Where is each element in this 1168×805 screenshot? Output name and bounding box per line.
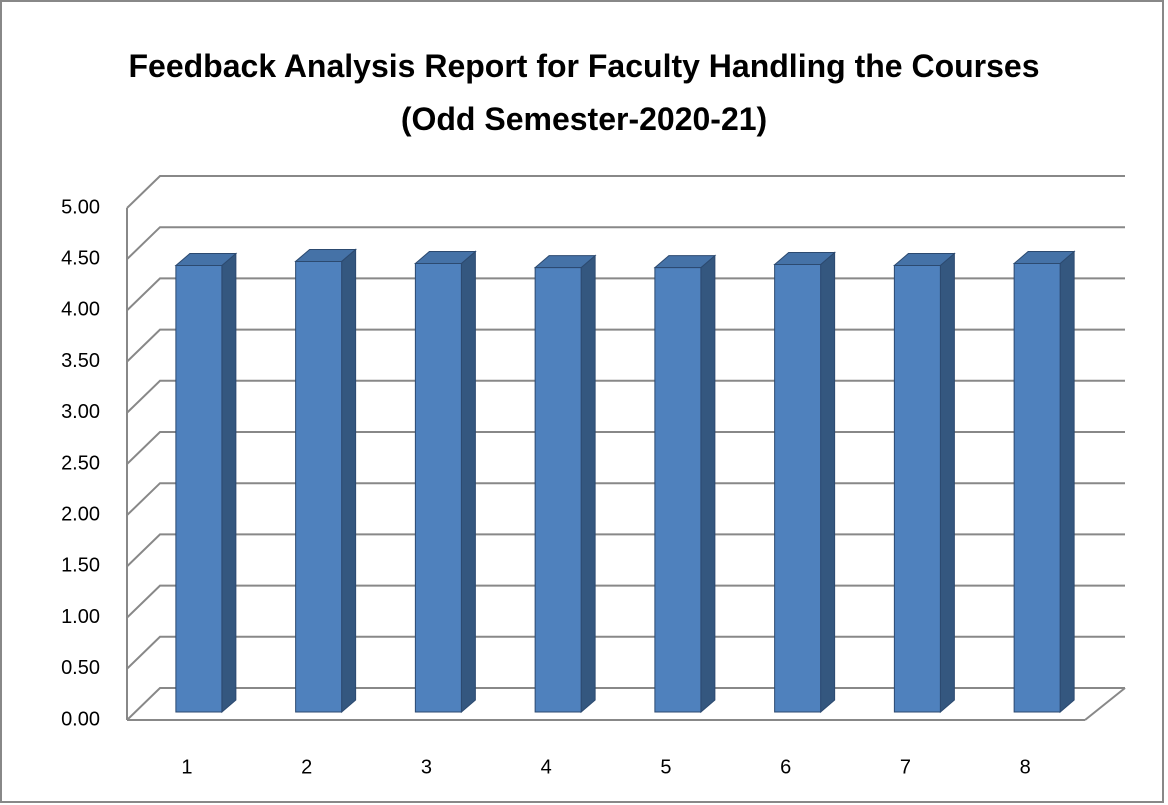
- bar-side: [700, 254, 716, 714]
- bar-front: [295, 260, 343, 713]
- y-tick-label: 3.00: [61, 401, 100, 423]
- bar: [773, 251, 836, 714]
- bar-side: [939, 252, 955, 714]
- bar-front: [534, 267, 582, 713]
- bar-side: [460, 250, 476, 714]
- bar-side: [820, 251, 836, 714]
- bar-side: [1059, 250, 1075, 714]
- y-tick-label: 5.00: [61, 196, 100, 218]
- bar-front: [175, 265, 223, 713]
- y-tick-label: 0.50: [61, 657, 100, 679]
- x-tick-label: 6: [780, 756, 791, 778]
- x-tick-label: 5: [660, 756, 671, 778]
- bar-side: [341, 248, 357, 714]
- bar-front: [414, 262, 462, 713]
- bar: [893, 252, 956, 714]
- grid-line: [126, 175, 1125, 209]
- bar: [1012, 250, 1076, 714]
- x-tick-label: 2: [301, 756, 312, 778]
- y-tick-label: 1.00: [61, 606, 100, 628]
- y-tick-label: 1.50: [61, 555, 100, 577]
- x-tick-label: 8: [1020, 756, 1031, 778]
- y-tick-label: 4.00: [61, 299, 100, 321]
- y-tick-label: 3.50: [61, 350, 100, 372]
- bar: [533, 254, 597, 714]
- bar: [653, 254, 717, 714]
- chart-title: Feedback Analysis Report for Faculty Han…: [128, 48, 1040, 137]
- y-tick-label: 0.00: [61, 708, 100, 730]
- y-tick-label: 4.50: [61, 247, 100, 269]
- bar-side: [580, 254, 596, 714]
- bar-side: [221, 252, 237, 714]
- bar-front: [654, 267, 702, 713]
- axis-line: [1084, 687, 1126, 721]
- y-tick-label: 2.50: [61, 452, 100, 474]
- x-tick-label: 3: [421, 756, 432, 778]
- x-tick-label: 7: [900, 756, 911, 778]
- x-tick-label: 1: [181, 756, 192, 778]
- x-tick-label: 4: [541, 756, 552, 778]
- bar: [414, 250, 477, 714]
- bar: [294, 248, 357, 714]
- bar-front: [1013, 262, 1061, 713]
- bar-front: [774, 264, 822, 713]
- y-tick-label: 2.00: [61, 503, 100, 525]
- grid-line: [126, 226, 1125, 260]
- bar: [174, 252, 238, 714]
- bar-front: [893, 265, 941, 713]
